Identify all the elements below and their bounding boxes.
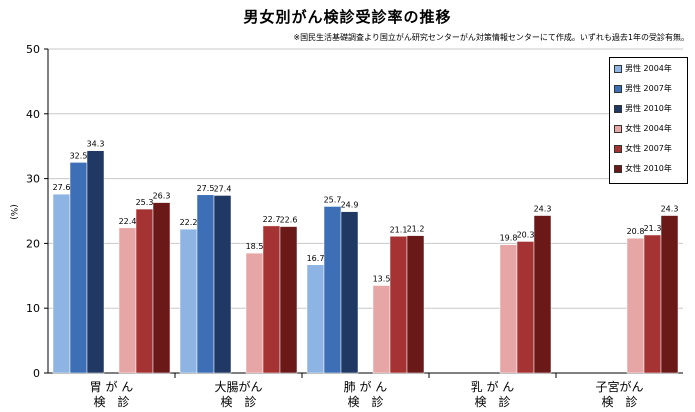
bar	[245, 252, 264, 374]
data-labels: 27.6 32.5 34.3 22.4 25.326.3 22.2 27.5 27.4 18.5…	[53, 140, 679, 284]
data-label: 19.8	[500, 234, 518, 243]
bar	[262, 225, 281, 374]
bar	[516, 241, 535, 374]
y-axis-label: (%)	[8, 204, 18, 220]
y-tick-label: 40	[26, 108, 40, 121]
legend-label: 女性 2007年	[625, 144, 672, 153]
data-label: 21.2	[407, 225, 425, 234]
chart-title: 男女別がん検診受診率の推移	[243, 8, 452, 26]
bar	[213, 195, 232, 374]
data-label: 20.3	[517, 230, 535, 239]
data-label: 25.7	[324, 195, 342, 204]
data-label: 22.4	[119, 217, 137, 226]
legend-swatch	[614, 124, 622, 133]
x-tick-label: 検 診	[93, 394, 129, 409]
y-tick-label: 30	[26, 173, 40, 186]
data-label: 27.5	[197, 184, 215, 193]
bar	[626, 237, 645, 374]
y-tick-label: 50	[26, 43, 40, 56]
legend-item: 女性 2007年	[614, 143, 672, 155]
data-label: 27.4	[214, 184, 232, 193]
legend-item: 女性 2004年	[614, 123, 672, 135]
bar	[196, 194, 215, 374]
bars	[52, 150, 679, 374]
legend-label: 男性 2010年	[625, 104, 672, 113]
x-tick-label: 検 診	[474, 394, 510, 409]
chart-source-note: ※国民生活基礎調査より国立がん研究センターがん対策情報センターにて作成。いずれも…	[293, 33, 689, 42]
y-tick-label: 10	[26, 302, 40, 315]
data-label: 18.5	[246, 242, 264, 251]
legend-label: 男性 2004年	[625, 64, 672, 73]
x-tick-label: 胃 が ん	[90, 379, 134, 394]
data-label: 26.3	[153, 192, 171, 201]
x-tick-label: 検 診	[601, 394, 637, 409]
data-label: 34.3	[87, 140, 105, 149]
x-tick-label: 検 診	[220, 394, 256, 409]
data-label: 20.8	[627, 227, 645, 236]
data-label: 22.6	[280, 216, 298, 225]
y-tick-label: 0	[33, 367, 40, 380]
legend-swatch	[614, 84, 622, 93]
data-label: 27.6	[53, 183, 71, 192]
bar	[499, 244, 518, 374]
legend-item: 男性 2010年	[614, 103, 672, 115]
x-tick-label: 子宮がん	[595, 379, 643, 394]
legend-swatch	[614, 144, 622, 153]
bar	[69, 162, 88, 374]
legend-item: 女性 2010年	[614, 163, 672, 175]
legend-item: 男性 2007年	[614, 83, 672, 95]
data-label: 16.7	[307, 254, 325, 263]
data-label: 24.3	[661, 205, 679, 214]
y-tick-label: 20	[26, 237, 40, 250]
data-label: 25.3	[136, 198, 154, 207]
data-label: 13.5	[373, 275, 391, 284]
bar	[660, 215, 679, 374]
data-label: 22.2	[180, 218, 198, 227]
legend-swatch	[614, 104, 622, 113]
bar	[179, 228, 198, 374]
bar	[340, 211, 359, 374]
bar	[86, 150, 105, 374]
bar	[279, 226, 298, 374]
legend: 男性 2004年 男性 2007年 男性 2010年 女性 2004年 女性 2007年…	[609, 57, 688, 184]
data-label: 32.5	[70, 151, 88, 160]
bar	[389, 236, 408, 374]
data-label: 22.7	[263, 215, 281, 224]
legend-label: 女性 2010年	[625, 164, 672, 173]
bar	[306, 264, 325, 374]
legend-swatch	[614, 164, 622, 173]
x-tick-label: 大腸がん	[214, 379, 262, 394]
bar	[135, 208, 154, 374]
bar	[533, 215, 552, 374]
bar	[118, 227, 137, 374]
legend-item: 男性 2004年	[614, 63, 672, 75]
data-label: 24.3	[534, 205, 552, 214]
x-tick-label: 検 診	[347, 394, 383, 409]
bar	[323, 206, 342, 374]
legend-label: 男性 2007年	[625, 84, 672, 93]
data-label: 21.3	[644, 224, 662, 233]
data-label: 21.1	[390, 225, 408, 234]
bar	[52, 193, 71, 374]
bar	[406, 235, 425, 374]
bar	[152, 202, 171, 374]
x-tick-label: 肺 が ん	[344, 379, 388, 394]
legend-swatch	[614, 64, 622, 73]
bar	[372, 285, 391, 374]
data-label: 24.9	[341, 201, 359, 210]
legend-label: 女性 2004年	[625, 124, 672, 133]
x-tick-label: 乳 が ん	[471, 379, 515, 394]
bar	[643, 234, 662, 374]
